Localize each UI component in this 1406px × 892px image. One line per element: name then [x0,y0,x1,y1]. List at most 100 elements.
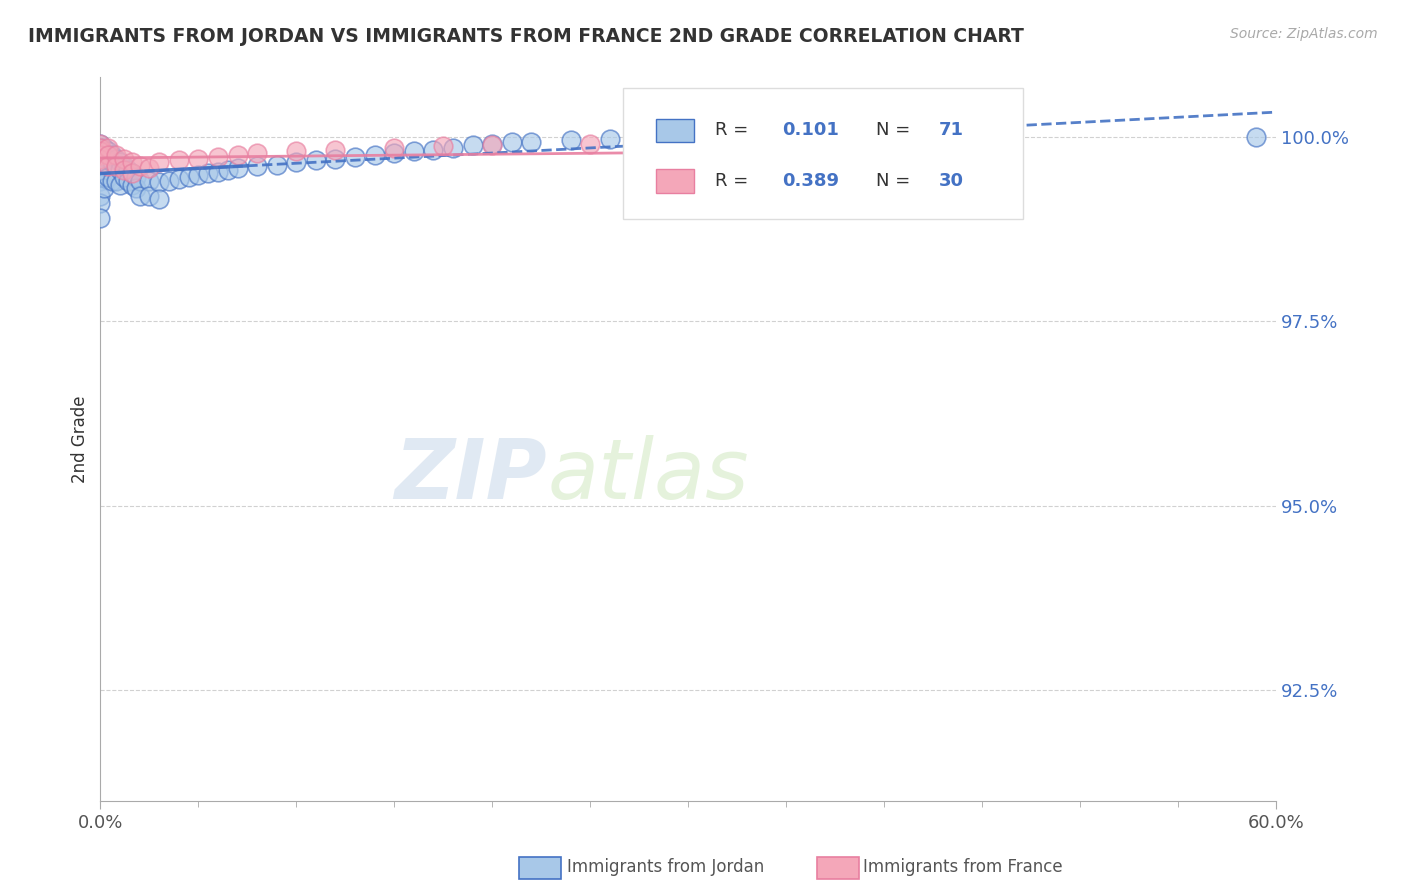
Point [422,143,444,157]
Point [89,136,111,151]
Point [93,148,115,162]
Text: 0.389: 0.389 [782,172,839,190]
Point [128,174,150,188]
Point [89,148,111,162]
Point [217,162,239,177]
FancyBboxPatch shape [657,169,695,193]
Point [148,155,170,169]
FancyBboxPatch shape [657,119,695,142]
Point [285,155,308,169]
Point [157,174,180,188]
Point [124,170,146,185]
Text: 0.101: 0.101 [782,121,839,139]
Point [105,152,128,166]
Point [112,170,135,185]
Point [93,159,115,173]
Point [97,148,120,162]
Point [266,158,288,172]
Point [105,159,128,173]
Point [89,148,111,162]
Point [226,161,249,175]
Point [89,152,111,166]
Point [108,178,131,192]
Point [93,170,115,185]
Y-axis label: 2nd Grade: 2nd Grade [72,395,89,483]
Point [187,152,209,166]
Point [89,136,111,151]
Point [382,140,405,154]
Point [696,178,718,192]
Point [441,140,464,154]
Point [148,175,170,189]
Point [101,148,124,162]
Point [305,153,328,168]
Point [382,145,405,160]
Point [93,181,115,195]
Point [197,166,219,180]
Point [97,140,120,154]
Point [121,155,143,169]
Point [501,136,523,150]
Text: 71: 71 [939,121,963,139]
Point [520,135,543,149]
Text: 30: 30 [939,172,963,190]
Text: N =: N = [876,121,917,139]
Point [121,166,143,180]
Point [97,170,120,185]
Point [344,150,367,164]
Point [93,140,115,154]
Point [108,155,131,169]
Point [121,178,143,192]
Point [101,174,124,188]
Point [89,140,111,154]
Point [105,159,128,173]
Text: Immigrants from Jordan: Immigrants from Jordan [567,858,763,876]
Point [101,155,124,169]
Point [89,162,111,177]
Point [112,162,135,177]
Point [89,152,111,166]
Point [89,196,111,211]
Text: Source: ZipAtlas.com: Source: ZipAtlas.com [1230,27,1378,41]
Point [560,133,582,147]
Point [246,159,269,173]
Point [579,136,602,151]
Point [207,150,229,164]
Point [128,159,150,173]
Point [167,153,190,168]
Point [89,145,111,159]
Point [167,172,190,186]
Point [89,188,111,202]
Point [117,174,139,188]
Point [686,136,709,150]
Point [325,152,347,166]
Point [481,138,503,153]
Point [363,148,385,162]
Point [89,211,111,225]
Point [121,166,143,180]
Point [105,148,128,162]
Point [325,143,347,157]
Text: ZIP: ZIP [395,435,547,516]
Point [246,145,269,160]
Point [638,131,661,145]
Point [481,136,503,151]
FancyBboxPatch shape [623,88,1024,219]
Point [117,162,139,177]
Point [138,174,160,188]
Point [226,148,249,162]
Point [599,132,621,146]
Point [105,174,128,188]
Text: atlas: atlas [547,435,749,516]
Text: IMMIGRANTS FROM JORDAN VS IMMIGRANTS FROM FRANCE 2ND GRADE CORRELATION CHART: IMMIGRANTS FROM JORDAN VS IMMIGRANTS FRO… [28,27,1024,45]
Text: R =: R = [716,121,754,139]
Point [128,188,150,202]
Point [112,152,135,166]
Point [89,174,111,188]
Point [207,165,229,179]
Point [187,168,209,182]
Point [138,161,160,175]
Point [89,166,111,180]
Point [285,145,308,159]
Point [89,140,111,154]
